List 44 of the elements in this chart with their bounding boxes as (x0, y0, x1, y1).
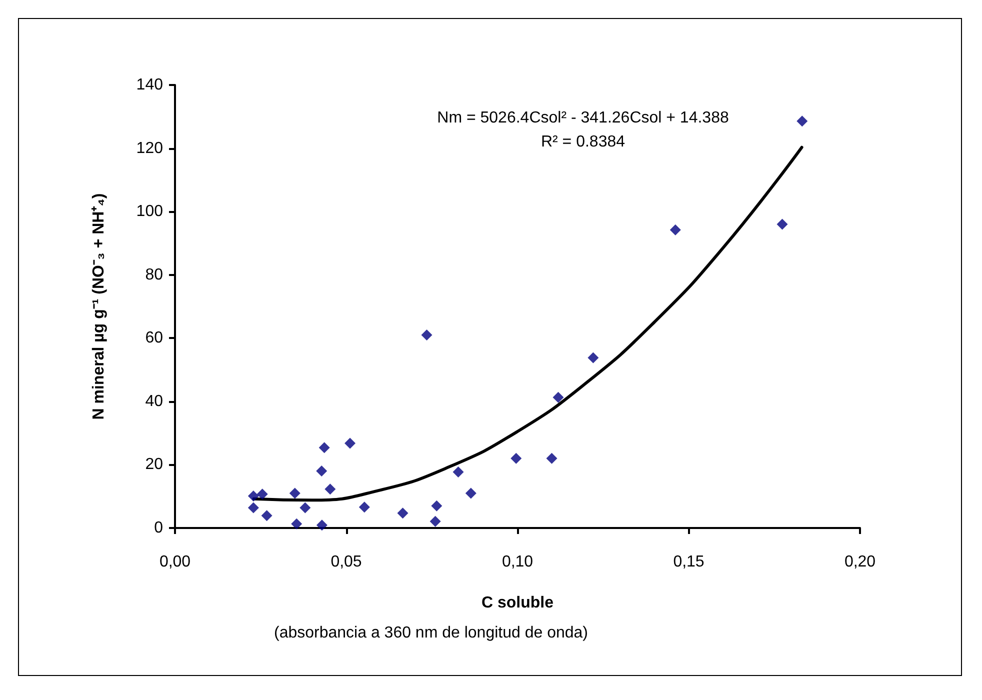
x-tick-label: 0,00 (159, 554, 191, 570)
point (316, 520, 328, 531)
point (261, 510, 272, 522)
point (588, 352, 599, 364)
point (796, 116, 808, 127)
point (256, 488, 268, 500)
y-tick-label: 140 (136, 76, 164, 94)
point (776, 218, 788, 230)
y-tick-label: 100 (136, 203, 164, 220)
point (291, 518, 302, 530)
y-tick-label: 0 (154, 520, 164, 536)
x-tick-label: 0,15 (673, 554, 704, 570)
y-tick-label: 120 (136, 140, 164, 157)
point (300, 502, 311, 514)
point (344, 438, 356, 449)
x-axis-title: C soluble (481, 594, 554, 612)
x-tick-label: 0,20 (844, 554, 876, 570)
point (358, 502, 370, 513)
point (248, 490, 259, 502)
point (670, 224, 681, 236)
point (431, 500, 442, 512)
y-tick-label: 20 (145, 456, 164, 474)
y-axis-title: N mineral µg g⁻¹ (NO⁻₃ + NH⁺₄) (90, 193, 108, 420)
x-tick-label: 0,10 (502, 554, 534, 570)
point (421, 329, 432, 340)
point (465, 488, 476, 499)
y-tick-label: 80 (145, 266, 164, 284)
point (452, 466, 464, 478)
annotation: R² = 0.8384 (540, 134, 626, 150)
point (316, 466, 328, 477)
x-tick-label: 0,05 (330, 554, 362, 570)
point (248, 502, 259, 514)
point (546, 452, 558, 464)
point (510, 452, 522, 464)
point (397, 508, 408, 519)
annotation: Nm = 5026.4Csol² - 341.26Csol + 14.388 (437, 110, 729, 126)
y-tick-label: 60 (145, 330, 164, 347)
y-tick-label: 40 (145, 392, 164, 410)
point (552, 392, 564, 403)
point (430, 516, 441, 527)
text: (absorbancia a 360 nm de longitud de onda) (274, 624, 588, 642)
point (318, 442, 330, 454)
point (324, 484, 336, 495)
point (289, 488, 300, 499)
